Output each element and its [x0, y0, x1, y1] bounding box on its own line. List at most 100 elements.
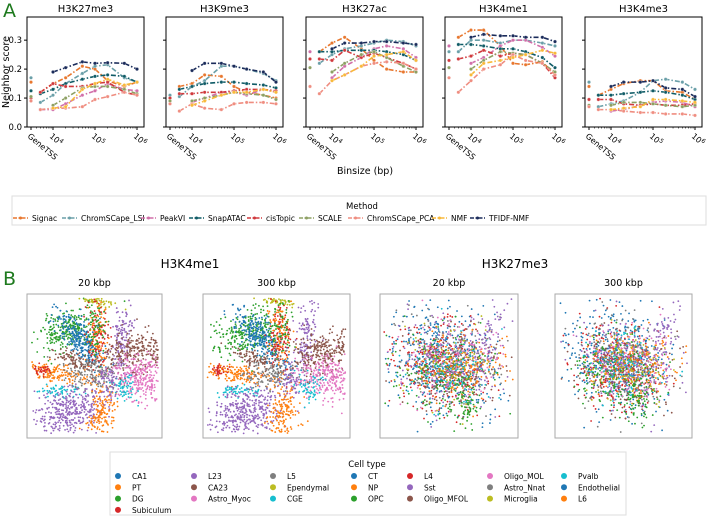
data-point [308, 84, 312, 89]
cell-point [338, 359, 341, 362]
cell-point [235, 337, 238, 340]
cell-point [95, 387, 98, 390]
cell-point [101, 366, 103, 369]
cell-point [50, 331, 53, 334]
cell-point [68, 400, 71, 403]
cell-point [212, 347, 215, 350]
series-line [39, 81, 138, 96]
cell-point [98, 373, 101, 376]
cell-point [144, 391, 147, 394]
cell-point [74, 345, 77, 348]
legend-label: ChromSCape_PCA [367, 214, 435, 223]
cell-point [66, 333, 69, 336]
cell-point [139, 377, 142, 379]
cell-point [68, 341, 70, 343]
cell-point [111, 416, 113, 419]
cell-point [78, 352, 81, 354]
cell-point [135, 399, 138, 402]
cell-point [312, 372, 315, 375]
cell-point [224, 316, 227, 319]
data-point [261, 93, 266, 98]
cell-point [110, 347, 113, 350]
cell-point [219, 364, 222, 367]
cell-point [79, 340, 82, 343]
cell-point [83, 319, 86, 321]
cell-point [63, 385, 66, 388]
cell-point [115, 324, 118, 327]
cell-point [102, 424, 105, 427]
cell-point [60, 374, 63, 376]
data-point [469, 61, 473, 66]
cell-point [340, 367, 343, 369]
x-tick-label: 104 [48, 131, 65, 148]
cell-point [48, 418, 51, 421]
cell-point [55, 323, 58, 326]
cell-point [149, 373, 151, 376]
cell-point [331, 362, 334, 365]
cell-point [106, 401, 109, 404]
cell-point [75, 338, 78, 341]
series-nmf [51, 77, 139, 111]
cell-point [92, 312, 95, 315]
cell-point [55, 384, 57, 387]
legend-marker [147, 216, 150, 220]
cell-point [297, 351, 299, 354]
cell-point [270, 332, 273, 334]
cell-point [43, 419, 45, 422]
cell-point [141, 352, 143, 355]
cell-point [72, 396, 74, 399]
cell-point [315, 373, 317, 376]
series-chromscape_pca [168, 100, 278, 113]
cell-point [98, 307, 101, 310]
cell-point [74, 429, 76, 432]
cell-point [265, 321, 267, 324]
cell-point [39, 366, 42, 369]
cell-point [54, 396, 57, 399]
cell-point [78, 393, 81, 396]
cell-point [74, 369, 77, 372]
cell-point [124, 380, 127, 382]
cell-point [99, 382, 102, 385]
cell-point [132, 326, 135, 329]
cell-point [324, 338, 327, 341]
cell-point [340, 412, 343, 415]
cell-point [298, 327, 301, 330]
cell-point [111, 367, 114, 369]
cell-point [80, 349, 83, 352]
cell-point [110, 335, 113, 338]
cell-point [78, 419, 80, 422]
cell-point [260, 323, 262, 326]
data-point [105, 60, 110, 65]
cell-point [130, 339, 133, 342]
cell-point [331, 369, 334, 372]
cell-point [297, 383, 300, 386]
cell-point [222, 368, 224, 371]
cell-point [230, 379, 232, 382]
cell-point [225, 373, 227, 376]
data-point [469, 28, 473, 32]
cell-point [123, 327, 126, 330]
cell-point [103, 330, 106, 333]
cell-point [313, 345, 316, 347]
cell-point [44, 371, 47, 374]
cell-point [78, 427, 81, 430]
data-point [261, 87, 266, 92]
cell-point [245, 365, 248, 368]
cell-point [293, 372, 296, 374]
cell-point [337, 371, 340, 373]
cell-point [118, 332, 120, 335]
series-chromscape_pca [29, 90, 139, 112]
cell-point [71, 382, 74, 385]
cell-point [331, 401, 334, 403]
cell-point [110, 301, 112, 303]
x-tick-label: 104 [187, 131, 204, 148]
cell-point [313, 343, 316, 346]
cell-point [280, 316, 282, 318]
cell-point [329, 380, 332, 383]
cell-point [74, 410, 77, 413]
cell-point [99, 317, 101, 320]
cell-point [105, 413, 108, 416]
cell-point [320, 388, 322, 391]
cell-point [231, 371, 234, 374]
cell-point [154, 359, 157, 362]
